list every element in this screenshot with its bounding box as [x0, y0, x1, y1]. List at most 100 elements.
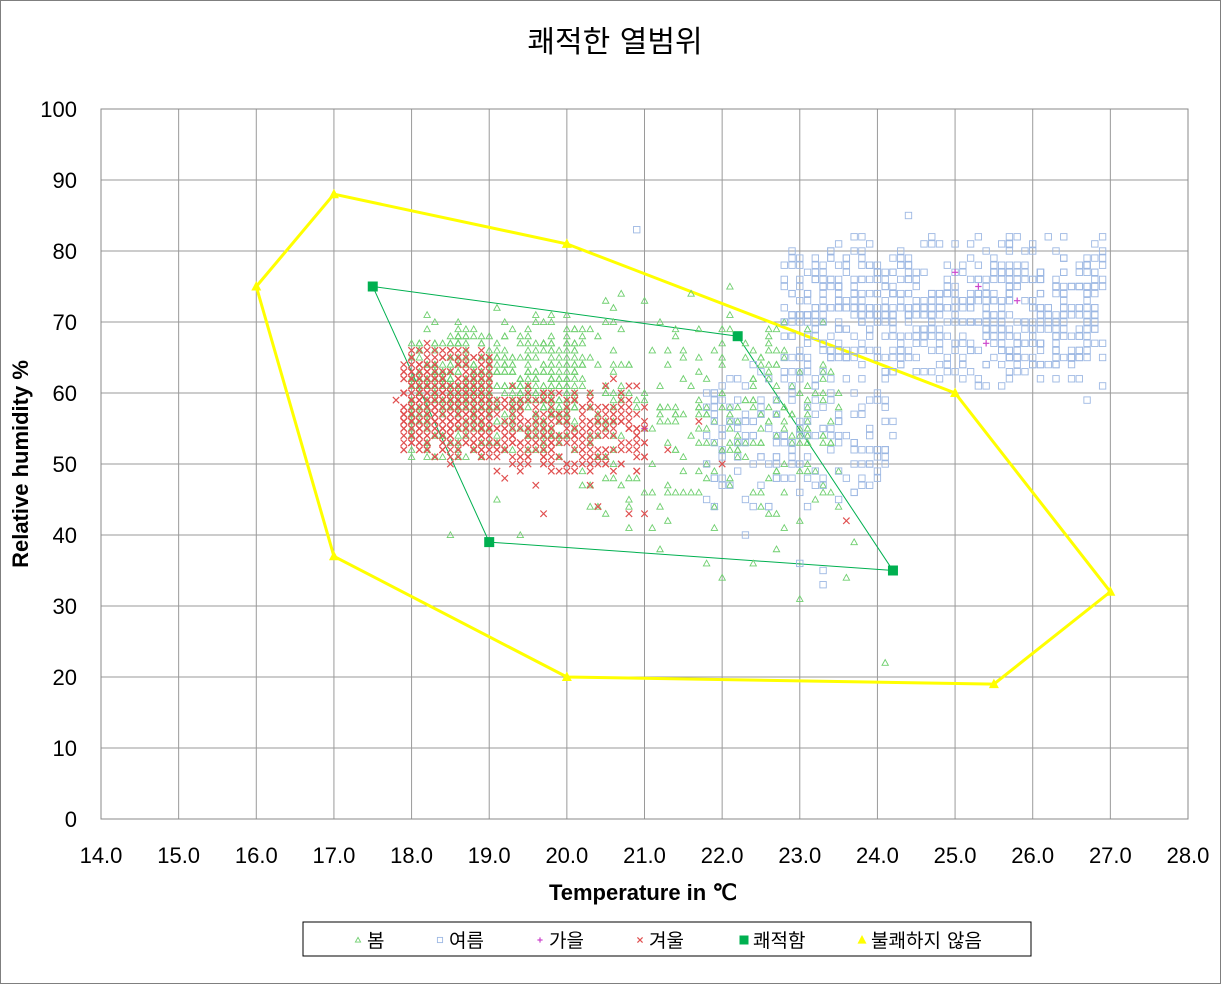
data-point [1091, 311, 1099, 319]
data-point [710, 417, 719, 426]
data-point [477, 353, 486, 361]
data-point [842, 268, 851, 276]
data-point [609, 445, 618, 453]
data-point [889, 311, 897, 319]
data-point [819, 261, 827, 269]
data-point [858, 304, 866, 312]
data-point [656, 317, 664, 326]
data-point [1067, 282, 1076, 291]
data-point [866, 261, 874, 269]
data-point [477, 410, 486, 418]
data-point [462, 360, 470, 369]
data-point [772, 474, 781, 482]
data-point [500, 332, 509, 340]
data-point [1083, 261, 1091, 269]
data-point [1036, 360, 1045, 369]
data-point [570, 353, 579, 361]
data-point [881, 282, 889, 291]
data-point [609, 431, 618, 440]
data-point [725, 282, 734, 290]
data-point [446, 431, 455, 440]
data-point [897, 360, 905, 369]
data-point [454, 381, 463, 389]
data-point [1044, 360, 1052, 369]
data-point [602, 446, 610, 454]
series-lines [251, 188, 1116, 689]
data-point [842, 304, 851, 312]
data-point [725, 438, 734, 446]
data-point [671, 445, 680, 453]
data-point [803, 353, 812, 362]
data-point [726, 481, 734, 489]
data-point [439, 446, 447, 454]
data-point [446, 395, 455, 404]
data-point [897, 332, 905, 340]
data-point [633, 439, 641, 447]
data-point [430, 452, 439, 460]
data-point [1044, 233, 1052, 241]
data-point [858, 247, 866, 255]
data-point [959, 339, 967, 347]
data-point [1013, 233, 1021, 241]
data-point [881, 304, 889, 312]
data-point [819, 282, 827, 291]
data-point [633, 453, 641, 461]
data-point [570, 460, 579, 468]
data-point [1013, 368, 1021, 376]
data-point [617, 381, 626, 389]
data-point [974, 382, 983, 390]
data-point [400, 431, 408, 440]
data-point [578, 453, 587, 461]
data-point [367, 281, 378, 292]
data-point [990, 325, 998, 333]
data-point [562, 417, 571, 425]
data-point [904, 318, 913, 326]
data-point [998, 311, 1006, 319]
data-point [407, 452, 416, 460]
data-point [516, 395, 525, 404]
data-point [1075, 353, 1083, 362]
data-point [609, 303, 618, 311]
data-point [547, 431, 556, 439]
data-point [827, 389, 835, 397]
data-point [1005, 353, 1014, 362]
data-point [1005, 353, 1014, 362]
data-point [811, 396, 819, 404]
data-point [1083, 268, 1091, 276]
data-point [726, 375, 734, 383]
data-point [897, 360, 905, 369]
data-point [811, 382, 819, 390]
data-point [493, 410, 501, 418]
data-point [617, 395, 626, 404]
data-point [1091, 318, 1099, 326]
data-point [982, 382, 990, 390]
data-point [656, 545, 664, 553]
data-point [415, 382, 423, 390]
data-point [493, 381, 501, 389]
data-point [710, 466, 719, 475]
data-point [943, 304, 951, 312]
data-point [1083, 318, 1091, 326]
data-point [780, 318, 788, 326]
data-point [1052, 311, 1060, 319]
data-point [998, 325, 1006, 333]
data-point [531, 424, 540, 432]
data-point [858, 311, 866, 319]
data-point [431, 368, 439, 376]
data-point [881, 446, 889, 454]
data-point [477, 395, 486, 404]
data-point [803, 424, 812, 432]
data-point [866, 460, 874, 468]
data-point [702, 424, 711, 432]
data-point [950, 387, 961, 397]
legend-marker [537, 937, 543, 943]
data-point [1060, 304, 1068, 312]
data-point [694, 466, 703, 475]
data-point [439, 417, 447, 426]
data-point [795, 438, 804, 446]
data-point [485, 403, 493, 411]
data-point [858, 289, 866, 298]
data-point [516, 424, 524, 433]
data-point [819, 474, 827, 482]
data-point [834, 275, 843, 284]
